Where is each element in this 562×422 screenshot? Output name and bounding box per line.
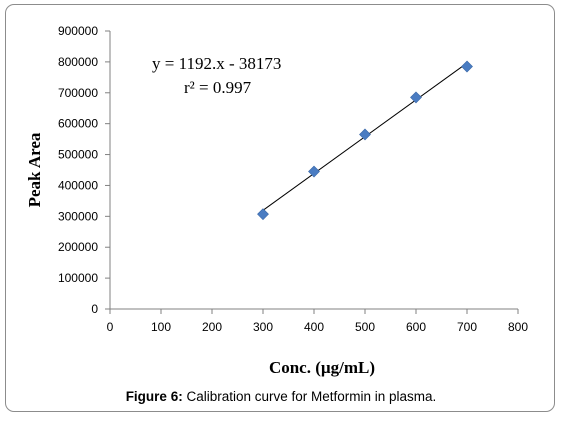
y-tick-label: 500000 (58, 148, 98, 162)
trendline-equation: y = 1192.x - 38173 (152, 54, 281, 73)
x-tick-label: 600 (406, 320, 426, 334)
figure-frame (5, 4, 555, 412)
y-tick-label: 700000 (58, 86, 98, 100)
y-tick-label: 900000 (58, 24, 98, 38)
x-tick-label: 0 (107, 320, 114, 334)
x-tick-label: 500 (355, 320, 375, 334)
y-tick-label: 300000 (58, 209, 98, 223)
y-axis-title: Peak Area (25, 132, 44, 207)
calibration-chart: 0 100000 200000 300000 400000 500000 600000 700… (25, 24, 528, 377)
y-tick-label: 800000 (58, 55, 98, 69)
data-point-marker (410, 91, 422, 104)
figure-caption: Figure 6: Calibration curve for Metformi… (0, 389, 562, 404)
x-tick-label: 200 (202, 320, 222, 334)
data-points (257, 60, 473, 221)
y-axis-ticks: 0 100000 200000 300000 400000 500000 600000 700… (58, 24, 110, 316)
x-tick-label: 300 (253, 320, 273, 334)
x-tick-label: 100 (151, 320, 171, 334)
y-tick-label: 600000 (58, 117, 98, 131)
y-tick-label: 200000 (58, 240, 98, 254)
caption-text: Calibration curve for Metformin in plasm… (182, 389, 437, 404)
r-squared-label: r² = 0.997 (184, 78, 252, 97)
data-point-marker (461, 60, 473, 73)
x-tick-label: 400 (304, 320, 324, 334)
data-point-marker (359, 128, 371, 141)
x-tick-label: 700 (457, 320, 477, 334)
y-tick-label: 0 (91, 302, 98, 316)
caption-label: Figure 6: (125, 389, 183, 404)
y-tick-label: 400000 (58, 178, 98, 192)
y-tick-label: 100000 (58, 271, 98, 285)
data-point-marker (308, 165, 320, 178)
data-point-marker (257, 208, 269, 221)
x-tick-label: 800 (508, 320, 528, 334)
x-axis-title: Conc. (µg/mL) (269, 358, 375, 377)
x-axis-ticks: 0 100 200 300 400 500 600 700 800 (107, 309, 528, 334)
